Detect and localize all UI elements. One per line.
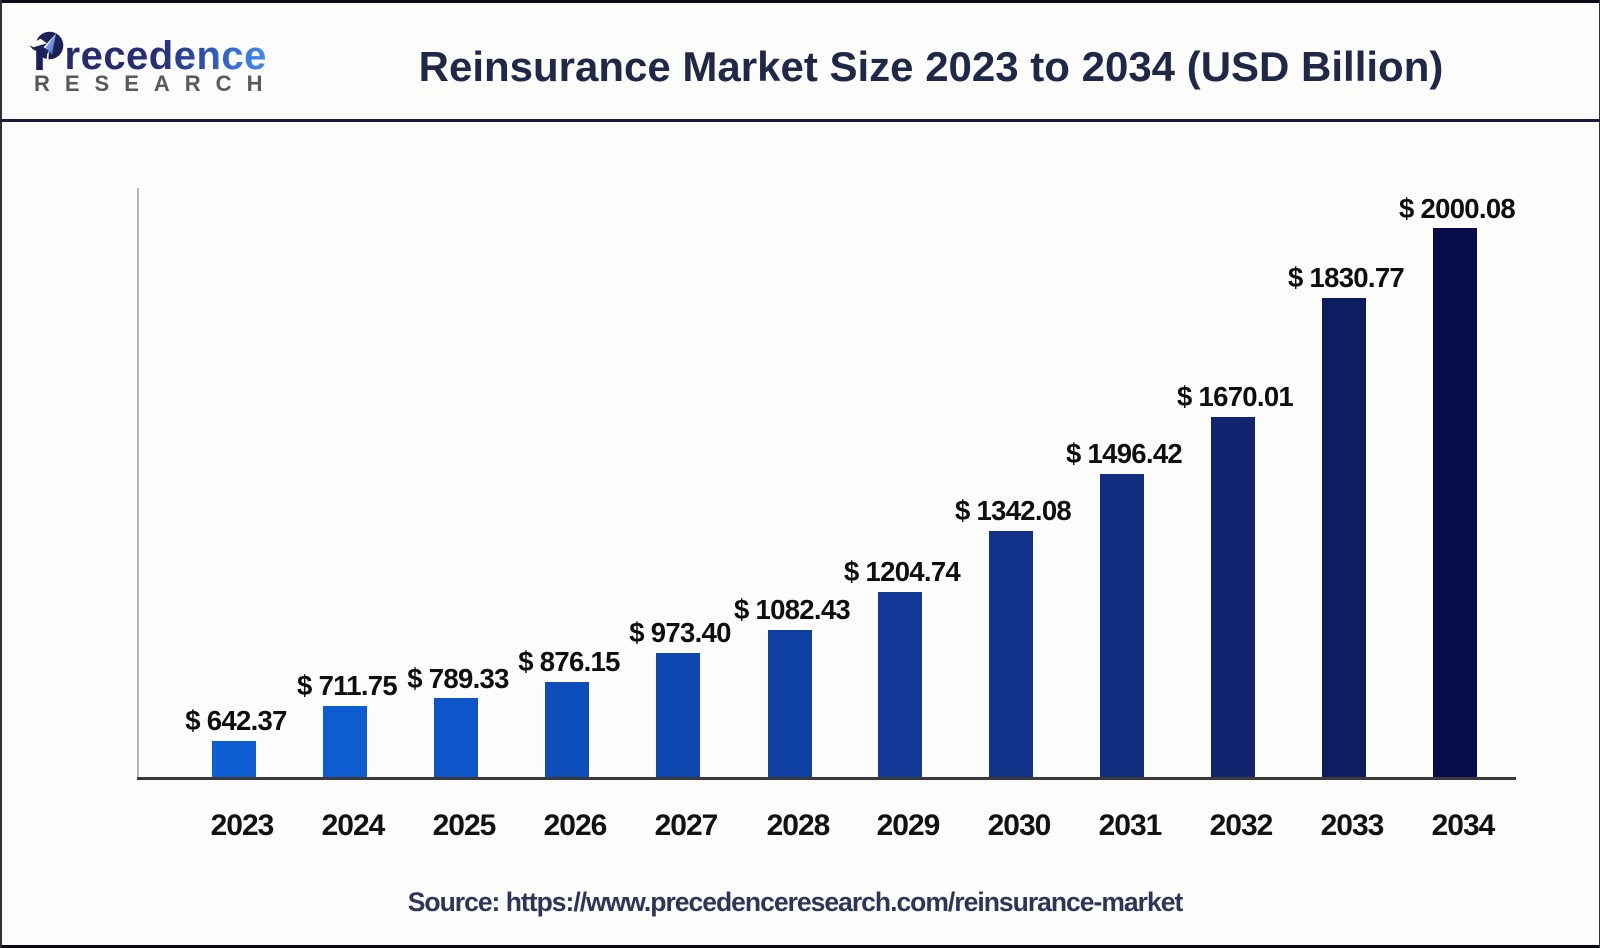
svg-text:recedence: recedence — [65, 34, 267, 78]
svg-text:RESEARCH: RESEARCH — [34, 71, 277, 96]
